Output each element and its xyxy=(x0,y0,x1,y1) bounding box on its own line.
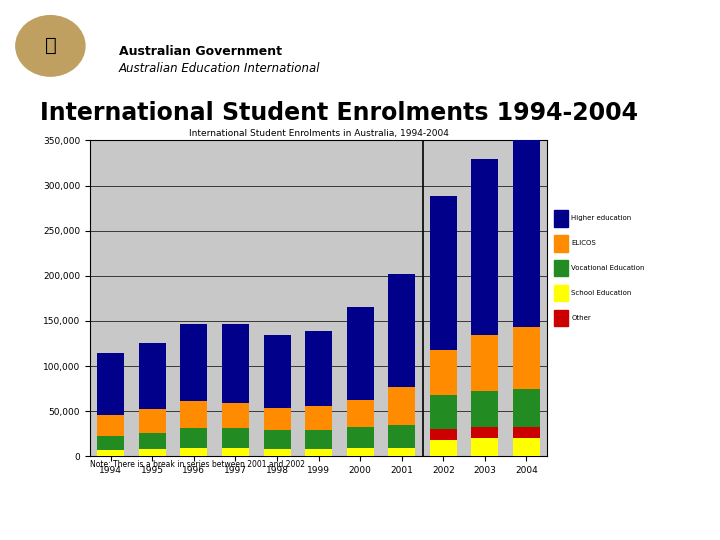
Bar xyxy=(513,428,540,438)
Bar xyxy=(388,424,415,448)
Bar xyxy=(513,389,540,428)
Bar xyxy=(472,438,498,456)
Text: Australian Education International: Australian Education International xyxy=(119,62,320,75)
Bar xyxy=(430,440,456,456)
Bar xyxy=(430,350,456,395)
Bar xyxy=(305,449,332,456)
Bar xyxy=(346,448,374,456)
Bar xyxy=(222,323,249,403)
Bar xyxy=(222,403,249,428)
Bar xyxy=(222,428,249,448)
Bar xyxy=(346,400,374,428)
Text: International Student Enrolments 1994-2004: International Student Enrolments 1994-20… xyxy=(40,102,638,125)
Bar xyxy=(346,307,374,400)
Bar xyxy=(554,235,567,252)
Bar xyxy=(554,285,567,301)
Bar xyxy=(388,448,415,456)
Bar xyxy=(97,436,125,450)
Bar xyxy=(346,428,374,448)
Bar xyxy=(388,274,415,387)
Text: ELICOS: ELICOS xyxy=(572,240,596,246)
Text: Australian Government: Australian Government xyxy=(119,45,282,58)
Text: Note: There is a break in series between 2001 and 2002: Note: There is a break in series between… xyxy=(90,460,305,469)
Bar xyxy=(264,408,291,430)
Text: Higher education: Higher education xyxy=(572,215,631,221)
Bar xyxy=(139,409,166,433)
Bar xyxy=(305,331,332,406)
Bar xyxy=(430,395,456,429)
Bar xyxy=(264,335,291,408)
Bar xyxy=(97,450,125,456)
Bar xyxy=(554,260,567,276)
Bar xyxy=(97,353,125,415)
Bar xyxy=(181,428,207,448)
Title: International Student Enrolments in Australia, 1994-2004: International Student Enrolments in Aust… xyxy=(189,129,449,138)
Bar xyxy=(554,210,567,227)
Bar xyxy=(264,449,291,456)
Bar xyxy=(305,406,332,430)
Bar xyxy=(139,433,166,449)
Bar xyxy=(430,429,456,440)
Circle shape xyxy=(16,16,85,76)
Text: 🦘: 🦘 xyxy=(45,36,56,56)
Text: School Education: School Education xyxy=(572,290,631,296)
Bar xyxy=(97,415,125,436)
Bar xyxy=(264,430,291,449)
Bar xyxy=(181,323,207,401)
Bar xyxy=(554,310,567,326)
Bar xyxy=(513,138,540,327)
Bar xyxy=(181,401,207,428)
Bar xyxy=(139,342,166,409)
Bar xyxy=(472,335,498,391)
Bar xyxy=(139,449,166,456)
Bar xyxy=(472,159,498,335)
Text: Other: Other xyxy=(572,315,591,321)
Bar xyxy=(305,430,332,449)
Bar xyxy=(472,428,498,438)
Bar xyxy=(181,448,207,456)
Bar xyxy=(388,387,415,424)
Bar xyxy=(472,392,498,428)
Text: Vocational Education: Vocational Education xyxy=(572,265,645,271)
Bar xyxy=(222,448,249,456)
Bar xyxy=(513,327,540,389)
Bar xyxy=(513,438,540,456)
Text: For more information and up to date statistics visit www.aei.gov.au: For more information and up to date stat… xyxy=(150,516,570,529)
Bar xyxy=(430,197,456,350)
